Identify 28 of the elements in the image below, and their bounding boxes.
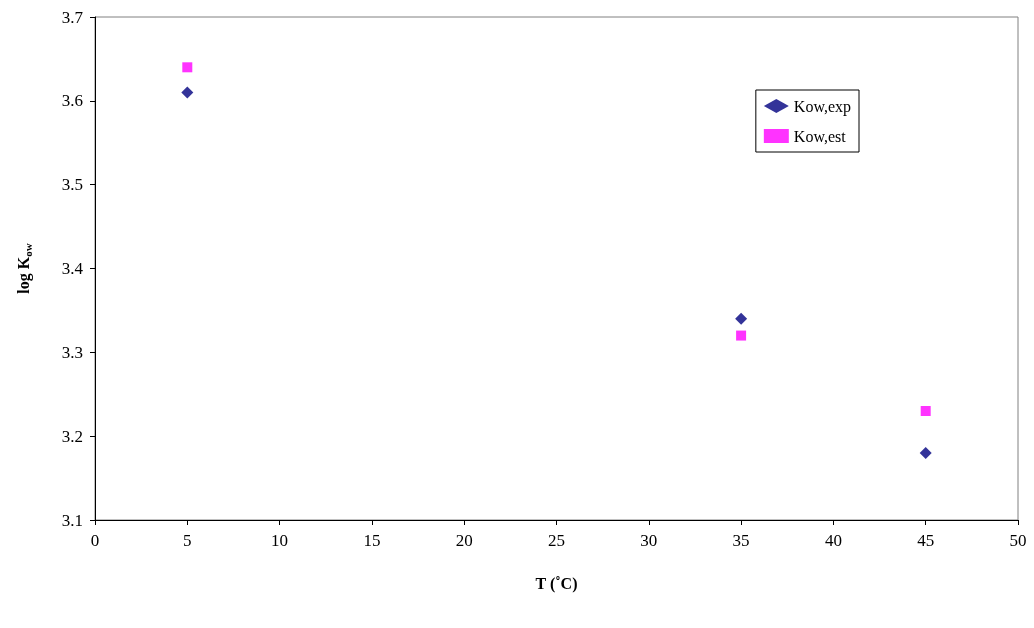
x-tick-label: 50 <box>1009 531 1027 550</box>
x-tick-label: 20 <box>455 531 473 550</box>
point <box>181 86 194 99</box>
x-tick-label: 0 <box>90 531 100 550</box>
point <box>182 62 193 73</box>
y-tick-label: 3.1 <box>61 510 83 530</box>
y-tick-label: 3.7 <box>61 7 84 27</box>
y-tick-label: 3.2 <box>61 426 83 446</box>
point <box>920 406 931 417</box>
point <box>735 312 748 325</box>
x-tick-label: 25 <box>548 531 565 550</box>
x-tick-label: 40 <box>824 531 842 550</box>
y-tick-label: 3.6 <box>61 91 83 111</box>
x-axis-title: T (˚C) <box>535 574 578 593</box>
x-tick-label: 15 <box>363 531 381 550</box>
x-tick-label: 35 <box>732 531 750 550</box>
y-axis-title: log Kow <box>15 243 34 294</box>
y-tick-label: 3.3 <box>61 342 83 362</box>
legend-label: Kow,exp <box>793 97 851 116</box>
x-tick-label: 5 <box>183 531 192 550</box>
legend-label: Kow,est <box>793 127 847 145</box>
point <box>736 330 747 341</box>
x-tick-label: 45 <box>917 531 935 550</box>
x-tick-label: 10 <box>271 531 289 550</box>
y-tick-label: 3.4 <box>61 259 84 278</box>
y-tick-label: 3.5 <box>61 175 83 195</box>
x-tick-label: 30 <box>640 531 658 550</box>
point <box>919 446 932 459</box>
